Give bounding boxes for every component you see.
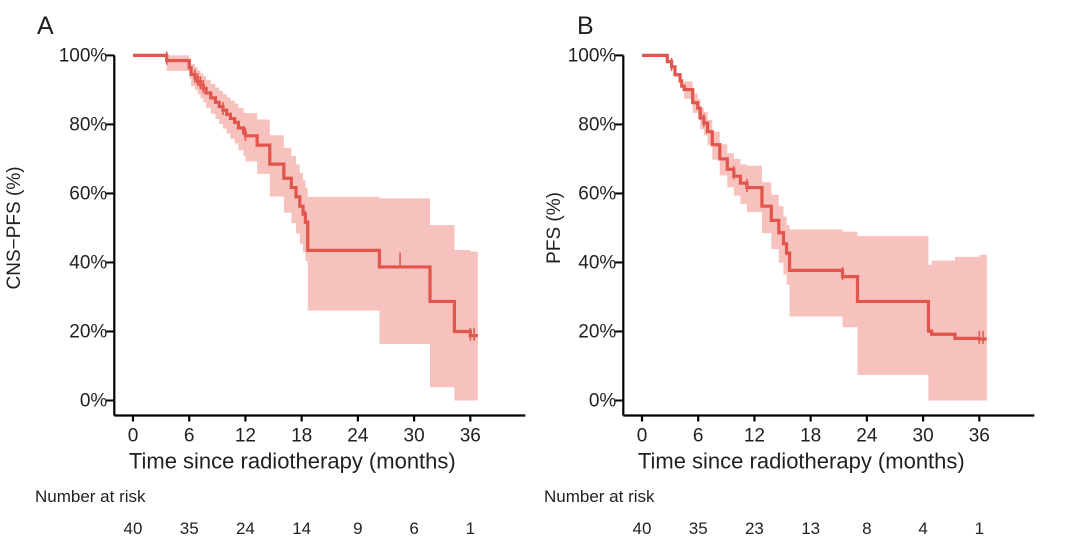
svg-text:30: 30	[913, 426, 934, 447]
svg-text:18: 18	[291, 426, 312, 447]
svg-text:0%: 0%	[80, 391, 108, 412]
svg-text:24: 24	[347, 426, 369, 447]
svg-text:80%: 80%	[69, 114, 107, 135]
svg-text:6: 6	[693, 426, 704, 447]
svg-text:Time since radiotherapy (month: Time since radiotherapy (months)	[638, 449, 965, 474]
svg-text:0: 0	[128, 426, 139, 447]
svg-text:Time since radiotherapy (month: Time since radiotherapy (months)	[129, 449, 456, 474]
svg-text:40%: 40%	[69, 252, 107, 273]
svg-text:0: 0	[637, 426, 648, 447]
svg-text:20%: 20%	[69, 321, 107, 342]
svg-text:CNS−PFS (%): CNS−PFS (%)	[4, 166, 25, 289]
svg-text:60%: 60%	[578, 183, 616, 204]
svg-text:PFS (%): PFS (%)	[544, 192, 565, 264]
svg-text:80%: 80%	[578, 114, 616, 135]
svg-text:100%: 100%	[59, 45, 108, 66]
svg-text:60%: 60%	[69, 183, 107, 204]
svg-text:36: 36	[969, 426, 990, 447]
svg-text:36: 36	[460, 426, 481, 447]
svg-text:12: 12	[235, 426, 256, 447]
svg-text:12: 12	[744, 426, 765, 447]
svg-text:30: 30	[404, 426, 425, 447]
svg-text:A: A	[37, 12, 54, 40]
svg-text:18: 18	[800, 426, 821, 447]
svg-text:B: B	[577, 12, 594, 40]
svg-text:24: 24	[856, 426, 878, 447]
svg-text:40%: 40%	[578, 252, 616, 273]
svg-text:100%: 100%	[568, 45, 617, 66]
svg-text:6: 6	[184, 426, 195, 447]
svg-text:20%: 20%	[578, 321, 616, 342]
svg-text:0%: 0%	[589, 391, 617, 412]
